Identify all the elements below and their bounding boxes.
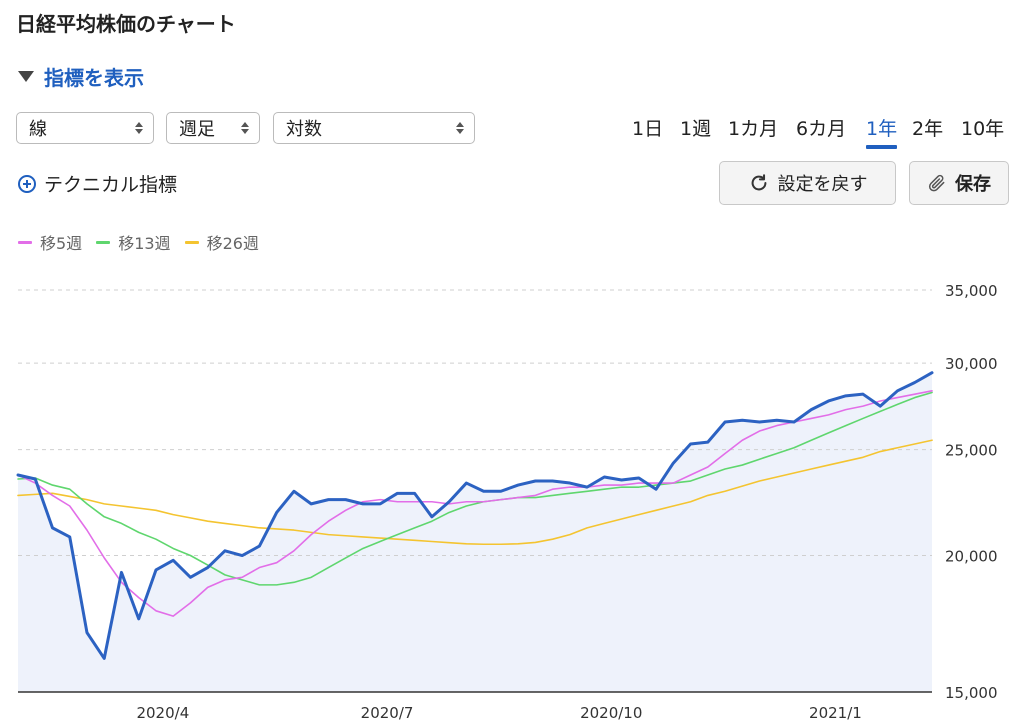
range-tab-1m[interactable]: 1カ月 (728, 114, 778, 141)
range-tab-1y[interactable]: 1年 (866, 114, 898, 149)
chart-type-value: 線 (29, 119, 47, 140)
legend-label-ma26: 移26週 (206, 234, 259, 253)
period-value: 週足 (179, 119, 215, 140)
period-select[interactable]: 週足 (166, 112, 260, 144)
y-tick-label: 25,000 (945, 442, 998, 460)
triangle-down-icon (18, 71, 34, 82)
ma5-line (17, 390, 933, 617)
page-title: 日経平均株価のチャート (16, 12, 236, 36)
technical-indicators-link[interactable]: テクニカル指標 (18, 170, 177, 197)
legend-label-ma5: 移5週 (40, 234, 83, 253)
range-tab-label: 1カ月 (728, 118, 779, 140)
x-tick-label: 2020/4 (136, 704, 189, 722)
save-button[interactable]: 保存 (909, 161, 1009, 205)
range-tab-label: 2年 (912, 118, 944, 140)
active-tab-underline (866, 145, 898, 149)
range-tab-label: 6カ月 (796, 118, 847, 140)
legend-swatch-ma5 (18, 240, 32, 244)
y-tick-label: 15,000 (945, 684, 998, 702)
chart-legend: 移5週 移13週 移26週 (18, 230, 259, 254)
plus-circle-icon (18, 174, 36, 193)
y-tick-label: 30,000 (945, 355, 998, 373)
x-tick-label: 2020/7 (361, 704, 414, 722)
refresh-icon (751, 174, 766, 191)
range-tab-1w[interactable]: 1週 (680, 114, 711, 141)
legend-item-ma26: 移26週 (184, 230, 259, 254)
legend-item-ma5: 移5週 (18, 230, 82, 254)
range-tab-10y[interactable]: 10年 (961, 114, 1004, 141)
technical-indicators-label: テクニカル指標 (44, 174, 178, 196)
y-tick-label: 20,000 (945, 548, 998, 566)
select-arrows-icon (135, 122, 143, 134)
price-area (18, 372, 932, 692)
reset-settings-button[interactable]: 設定を戻す (719, 161, 896, 205)
legend-swatch-ma26 (184, 240, 199, 244)
select-arrows-icon (456, 122, 464, 134)
scale-select[interactable]: 対数 (273, 112, 475, 144)
show-indicators-label: 指標を表示 (44, 66, 144, 90)
range-tab-label: 1年 (866, 118, 898, 140)
range-tab-label: 1週 (680, 118, 712, 140)
range-tab-1d[interactable]: 1日 (632, 114, 663, 141)
save-label: 保存 (955, 174, 991, 195)
range-tab-label: 10年 (961, 118, 1005, 140)
price-line (16, 371, 934, 660)
show-indicators-toggle[interactable]: 指標を表示 (18, 62, 144, 91)
range-tab-label: 1日 (632, 118, 664, 140)
legend-item-ma13: 移13週 (96, 230, 171, 254)
price-chart[interactable]: 35,000 30,000 25,000 20,000 15,000 2020/4 2020… (0, 260, 1024, 728)
range-tab-2y[interactable]: 2年 (912, 114, 943, 141)
scale-value: 対数 (286, 119, 322, 140)
y-tick-label: 35,000 (945, 282, 998, 300)
select-arrows-icon (241, 122, 249, 134)
range-tab-6m[interactable]: 6カ月 (796, 114, 846, 141)
legend-swatch-ma13 (96, 240, 111, 244)
legend-label-ma13: 移13週 (118, 234, 171, 253)
ma26-line (17, 439, 933, 546)
x-tick-label: 2020/10 (580, 704, 642, 722)
x-tick-label: 2021/1 (809, 704, 862, 722)
ma13-line (17, 391, 933, 586)
chart-type-select[interactable]: 線 (16, 112, 154, 144)
reset-settings-label: 設定を戻す (777, 174, 868, 195)
paperclip-icon (928, 174, 945, 192)
